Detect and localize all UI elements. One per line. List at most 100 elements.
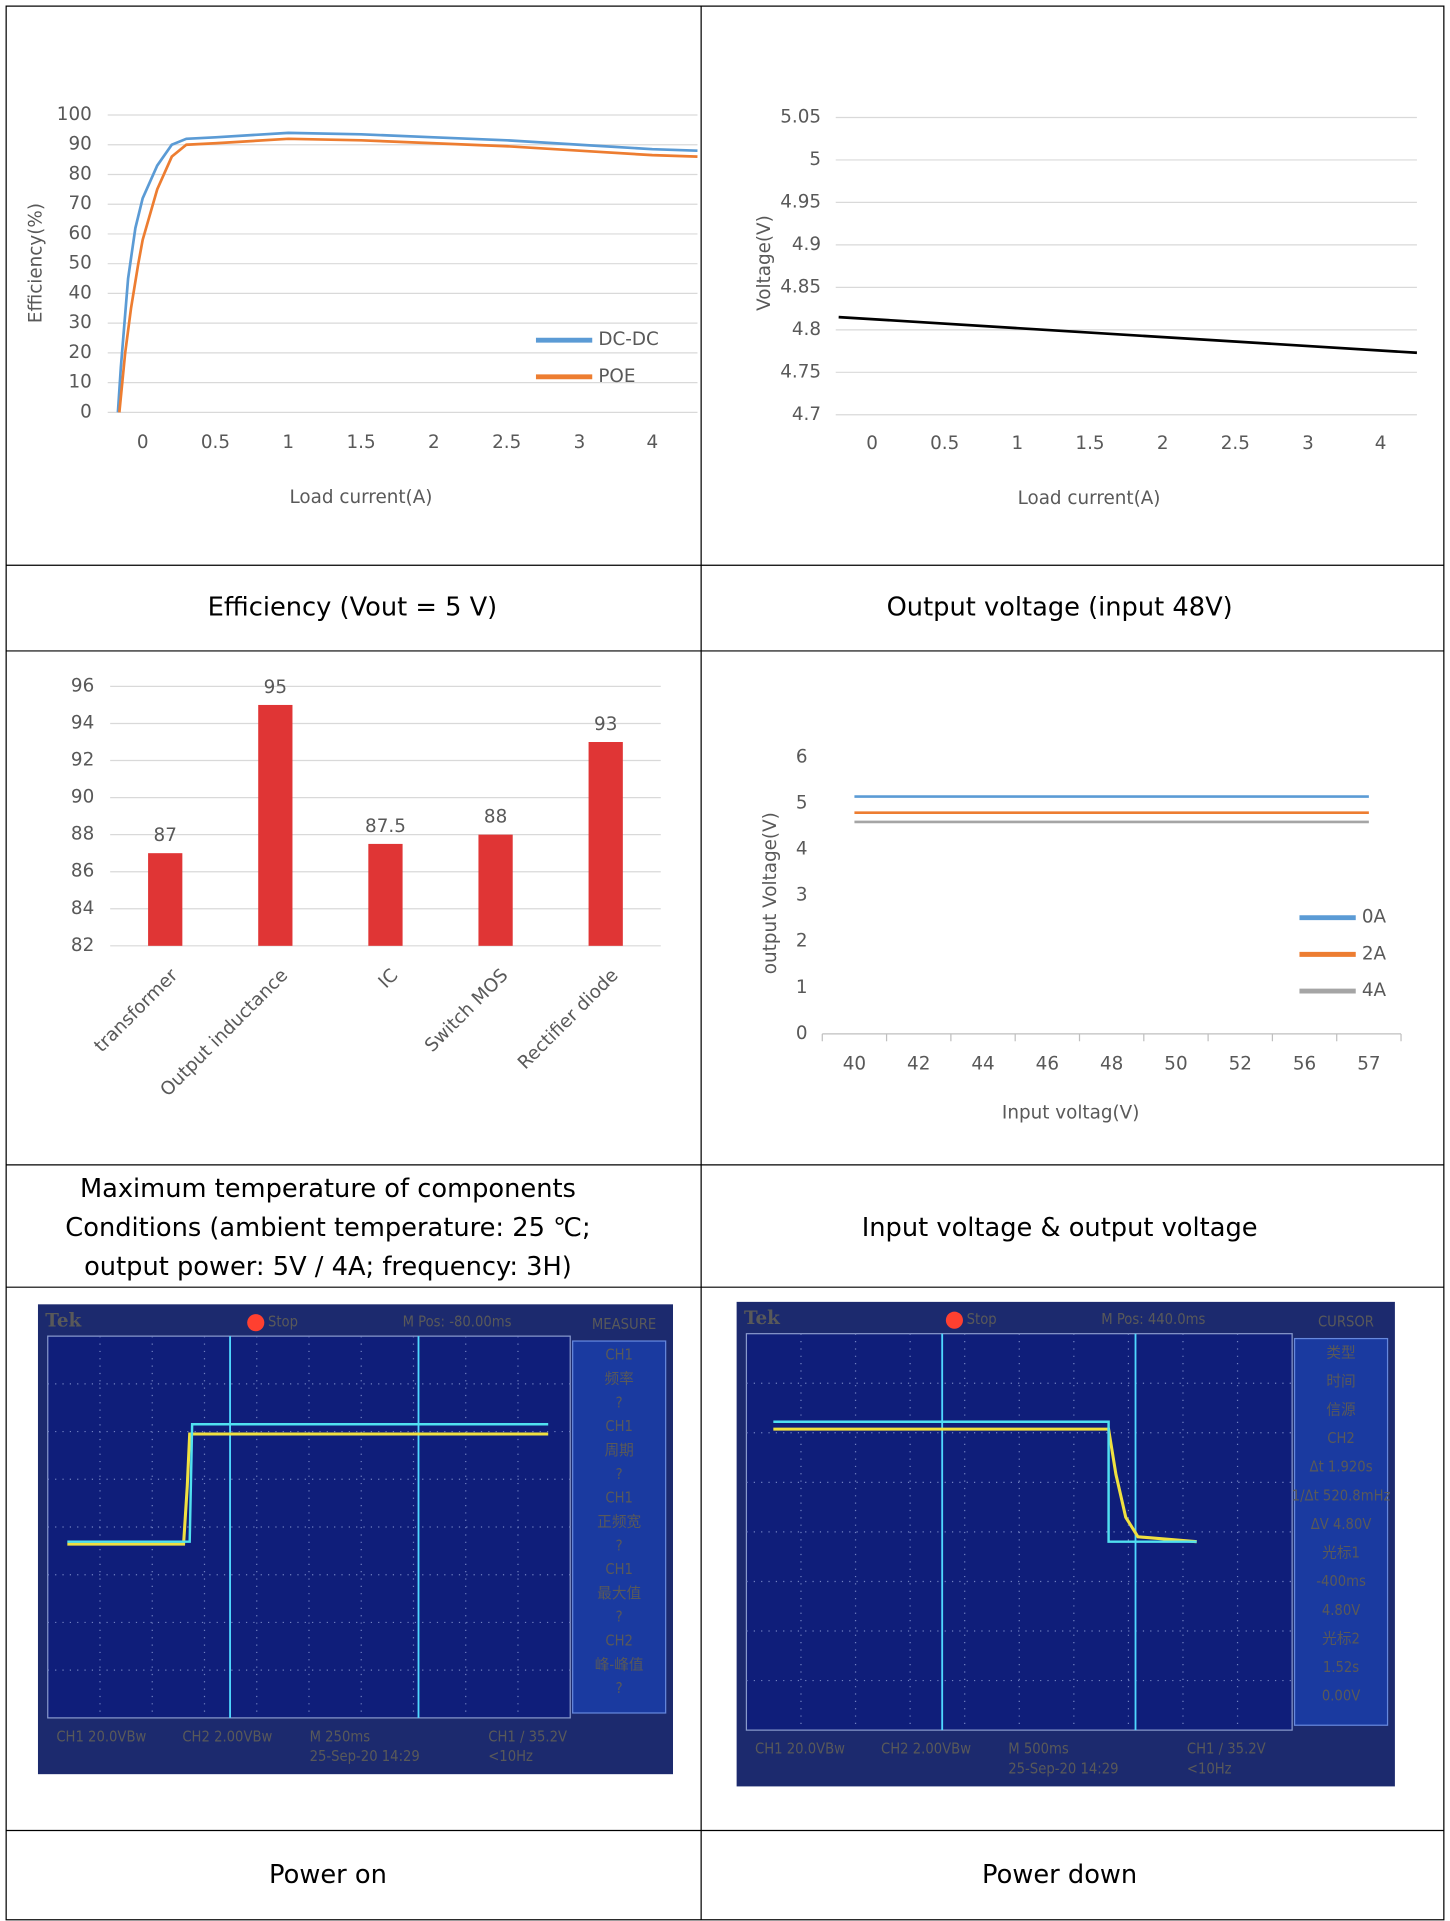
x-tick-label: transformer [90,965,182,1057]
caption: Efficiency (Vout = 5 V) [208,593,498,623]
x-tick-label: 44 [971,1054,994,1075]
y-tick-label: 1 [796,977,808,998]
legend-label: 4A [1362,980,1387,1001]
x-tick-label: 50 [1164,1054,1187,1075]
scope-position: M Pos: 440.0ms [1101,1311,1205,1328]
scope-footer: CH1 ∕ 35.2V [488,1728,567,1745]
y-tick-label: 20 [68,342,91,363]
scope-menu-item: 光标2 [1322,1630,1360,1647]
scope-menu-item: ? [616,1680,623,1697]
y-tick-label: 60 [68,223,91,244]
y-axis-title: Voltage(V) [754,215,775,311]
scope-footer: <10Hz [488,1748,533,1765]
y-tick-label: 86 [71,861,94,882]
x-tick-label: 0.5 [201,432,230,453]
y-tick-label: 96 [71,675,94,696]
series-line [116,131,698,413]
x-tick-label: 48 [1100,1054,1123,1075]
scope-stop-dot [945,1311,963,1329]
y-axis-title: output Voltage(V) [760,812,781,974]
y-tick-label: 4.8 [792,319,821,340]
x-tick-label: Rectifier diode [514,965,623,1074]
scope-footer: 25-Sep-20 14:29 [1008,1760,1118,1777]
x-tick-label: 0.5 [930,433,959,454]
x-tick-label: 42 [907,1054,930,1075]
bar [478,834,513,946]
caption: Power down [982,1860,1137,1890]
y-axis-title: Efficiency(%) [26,203,47,323]
scope-menu-item: CH1 [605,1561,633,1578]
scope-menu-item: 峰-峰值 [595,1656,644,1673]
scope-position: M Pos: -80.00ms [403,1314,512,1331]
caption: Power on [269,1860,387,1890]
y-tick-label: 5 [809,149,821,170]
y-tick-label: 88 [71,824,94,845]
table-border [5,5,1445,1921]
scope-footer: CH1 20.0VBw [755,1741,845,1758]
y-tick-label: 5.05 [780,106,821,127]
scope-footer: M 250ms [310,1728,371,1745]
y-tick-label: 10 [68,372,91,393]
y-tick-label: 0 [80,401,92,422]
scope-menu-item: 频率 [604,1371,633,1388]
scope-footer: CH1 ∕ 35.2V [1187,1741,1266,1758]
scope-menu-item: ? [616,1537,623,1554]
y-tick-label: 5 [796,792,808,813]
scope-brand: Tek [45,1310,82,1331]
scope-menu-item: 4.80V [1322,1602,1360,1619]
y-tick-label: 90 [68,134,91,155]
x-tick-label: 1 [1012,433,1024,454]
scope-menu-item: 类型 [1326,1344,1355,1361]
caption: Output voltage (input 48V) [887,593,1233,623]
scope-menu-item: ? [616,1466,623,1483]
data-label: 95 [264,677,287,698]
scope-stop-dot [247,1314,265,1332]
scope-footer: CH2 2.00VBw [182,1728,272,1745]
y-tick-label: 6 [796,746,808,767]
scope-menu-item: Δt 1.920s [1310,1459,1373,1476]
data-label: 87.5 [365,816,406,837]
y-tick-label: 4.75 [780,361,821,382]
scope-brand: Tek [744,1308,781,1329]
bar [258,704,293,946]
scope-footer: CH1 20.0VBw [56,1728,146,1745]
scope-menu-item: CH2 [605,1633,633,1650]
x-tick-label: 2.5 [1221,433,1250,454]
x-tick-label: 2 [428,432,440,453]
bar [368,843,403,946]
scope-menu-item: 正频宽 [597,1513,641,1530]
y-tick-label: 94 [71,712,94,733]
y-tick-label: 2 [796,931,808,952]
x-tick-label: Switch MOS [421,965,512,1056]
scope-footer: CH2 2.00VBw [881,1741,971,1758]
scope-menu-item: CH1 [605,1490,633,1507]
x-tick-label: 52 [1229,1054,1252,1075]
x-tick-label: Output inductance [156,965,292,1101]
scope-trace-ch2 [773,1420,1197,1543]
scope-trace-ch1 [773,1427,1197,1544]
scope-footer: <10Hz [1187,1760,1232,1777]
scope-menu-item: CH2 [1327,1430,1355,1447]
y-tick-label: 82 [71,935,94,956]
x-tick-label: 4 [646,432,658,453]
scope-menu-item: 1.52s [1323,1659,1359,1676]
scope-footer: M 500ms [1008,1741,1069,1758]
x-tick-label: 4 [1375,433,1387,454]
x-tick-label: 1.5 [346,432,375,453]
scope-menu-item: 周期 [604,1442,633,1459]
scope-menu-item: -400ms [1316,1573,1366,1590]
y-tick-label: 3 [796,885,808,906]
x-tick-label: 57 [1357,1054,1380,1075]
bar [588,742,623,946]
x-tick-label: 46 [1036,1054,1059,1075]
x-axis-title: Load current(A) [290,487,433,508]
legend-label: 2A [1362,943,1387,964]
legend-label: 0A [1362,907,1387,928]
x-tick-label: 0 [137,432,149,453]
x-axis-title: Input voltag(V) [1002,1102,1139,1123]
y-tick-label: 80 [68,163,91,184]
x-tick-label: 1 [282,432,294,453]
scope-menu-item: ? [616,1394,623,1411]
